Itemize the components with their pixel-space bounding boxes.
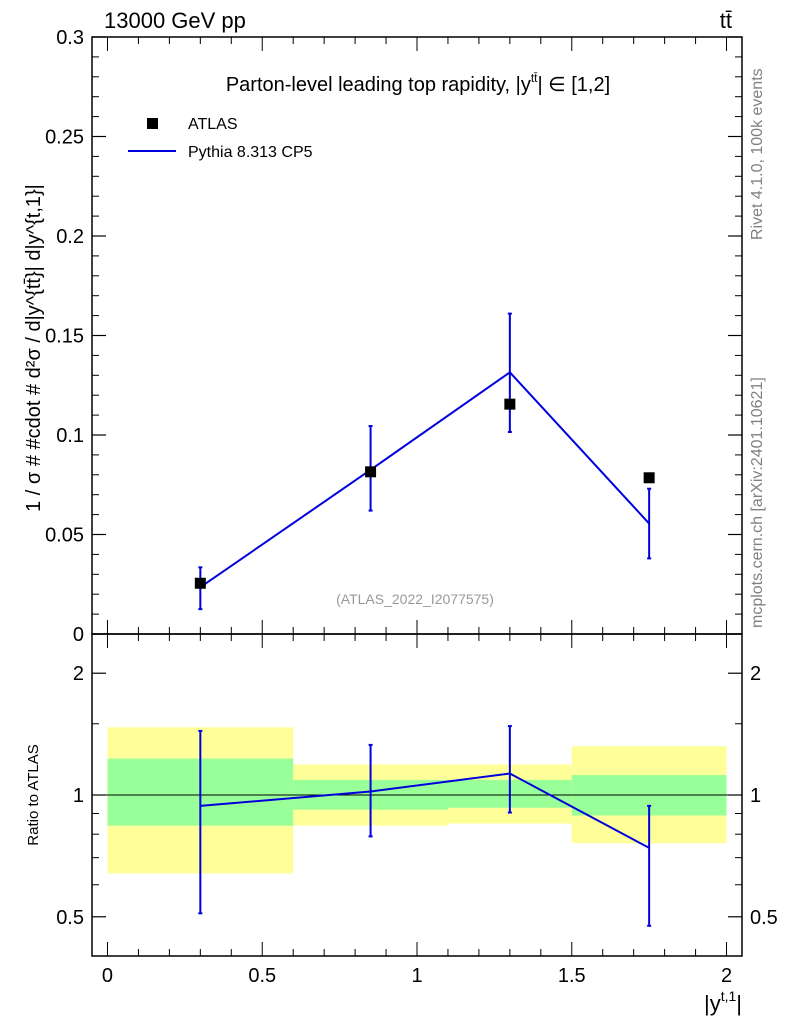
data-point	[365, 466, 377, 478]
ratio-y-axis: 0.5 0.5 1 1 2 2	[56, 663, 778, 929]
data-point	[194, 577, 206, 589]
x-axis-label: |yt,1|	[704, 988, 742, 1016]
data-point	[504, 398, 516, 410]
main-panel: 0 0.05 0.1 0.15 0.2 0.25 0.3 Parton-level lead…	[23, 27, 743, 646]
ratio-panel: 0.5 0.5 1 1 2 2 0 0.5 1 1.5 2 Ratio to ATLAS |yt,…	[25, 633, 778, 1016]
title-main: Parton-level leading top rapidity, |	[226, 74, 521, 96]
main-y-axis: 0 0.05 0.1 0.15 0.2 0.25 0.3	[45, 27, 742, 646]
mc-error-bars	[198, 312, 652, 611]
title-sup: tt̄	[531, 71, 538, 85]
main-y-tick-label: 0.05	[45, 525, 84, 547]
data-point	[643, 472, 655, 484]
legend: ATLAS Pythia 8.313 CP5	[128, 116, 313, 161]
energy-label: 13000 GeV pp	[104, 8, 246, 33]
ratio-y-tick-label-right: 0.5	[750, 907, 778, 929]
mc-line	[199, 370, 650, 589]
mcplots-label: mcplots.cern.ch [arXiv:2401.10621]	[749, 377, 766, 628]
plot-title: Parton-level leading top rapidity, |ytt̄…	[226, 71, 610, 96]
analysis-watermark: (ATLAS_2022_I2077575)	[336, 591, 494, 607]
main-y-tick-label: 0.2	[56, 226, 84, 248]
process-label: tt̄	[720, 8, 732, 33]
ratio-y-tick-label: 1	[73, 785, 84, 807]
rivet-label: Rivet 4.1.0, 100k events	[749, 68, 766, 240]
x-tick-label: 1	[411, 965, 422, 987]
ratio-y-tick-label-right: 1	[750, 785, 761, 807]
legend-label-pythia: Pythia 8.313 CP5	[188, 144, 313, 161]
main-y-tick-label: 0.15	[45, 326, 84, 348]
legend-label-atlas: ATLAS	[188, 116, 238, 133]
main-y-label: 1 / σ # #cdot # d²σ / d|y^{tt̄}| d|y^{t,…	[23, 184, 45, 512]
ratio-y-tick-label-right: 2	[750, 663, 761, 685]
x-tick-label: 2	[721, 965, 732, 987]
title-end: | ∈ [1,2]	[538, 74, 611, 96]
x-tick-label: 0.5	[248, 965, 276, 987]
main-y-tick-label: 0.3	[56, 27, 84, 49]
ratio-y-label: Ratio to ATLAS	[25, 744, 42, 845]
title-symbol: y	[521, 74, 531, 96]
ratio-y-tick-label: 2	[73, 663, 84, 685]
ratio-mc-line	[200, 772, 650, 849]
x-axis: 0 0.5 1 1.5 2	[102, 634, 732, 987]
main-y-tick-label: 0.25	[45, 127, 84, 149]
ratio-y-tick-label: 0.5	[56, 907, 84, 929]
x-tick-label: 0	[102, 965, 113, 987]
x-tick-label: 1.5	[558, 965, 586, 987]
legend-marker-atlas	[147, 118, 158, 129]
main-x-ticks	[106, 37, 728, 634]
data-markers	[194, 398, 655, 589]
main-y-tick-label: 0.1	[56, 425, 84, 447]
main-y-tick-label: 0	[73, 624, 84, 646]
